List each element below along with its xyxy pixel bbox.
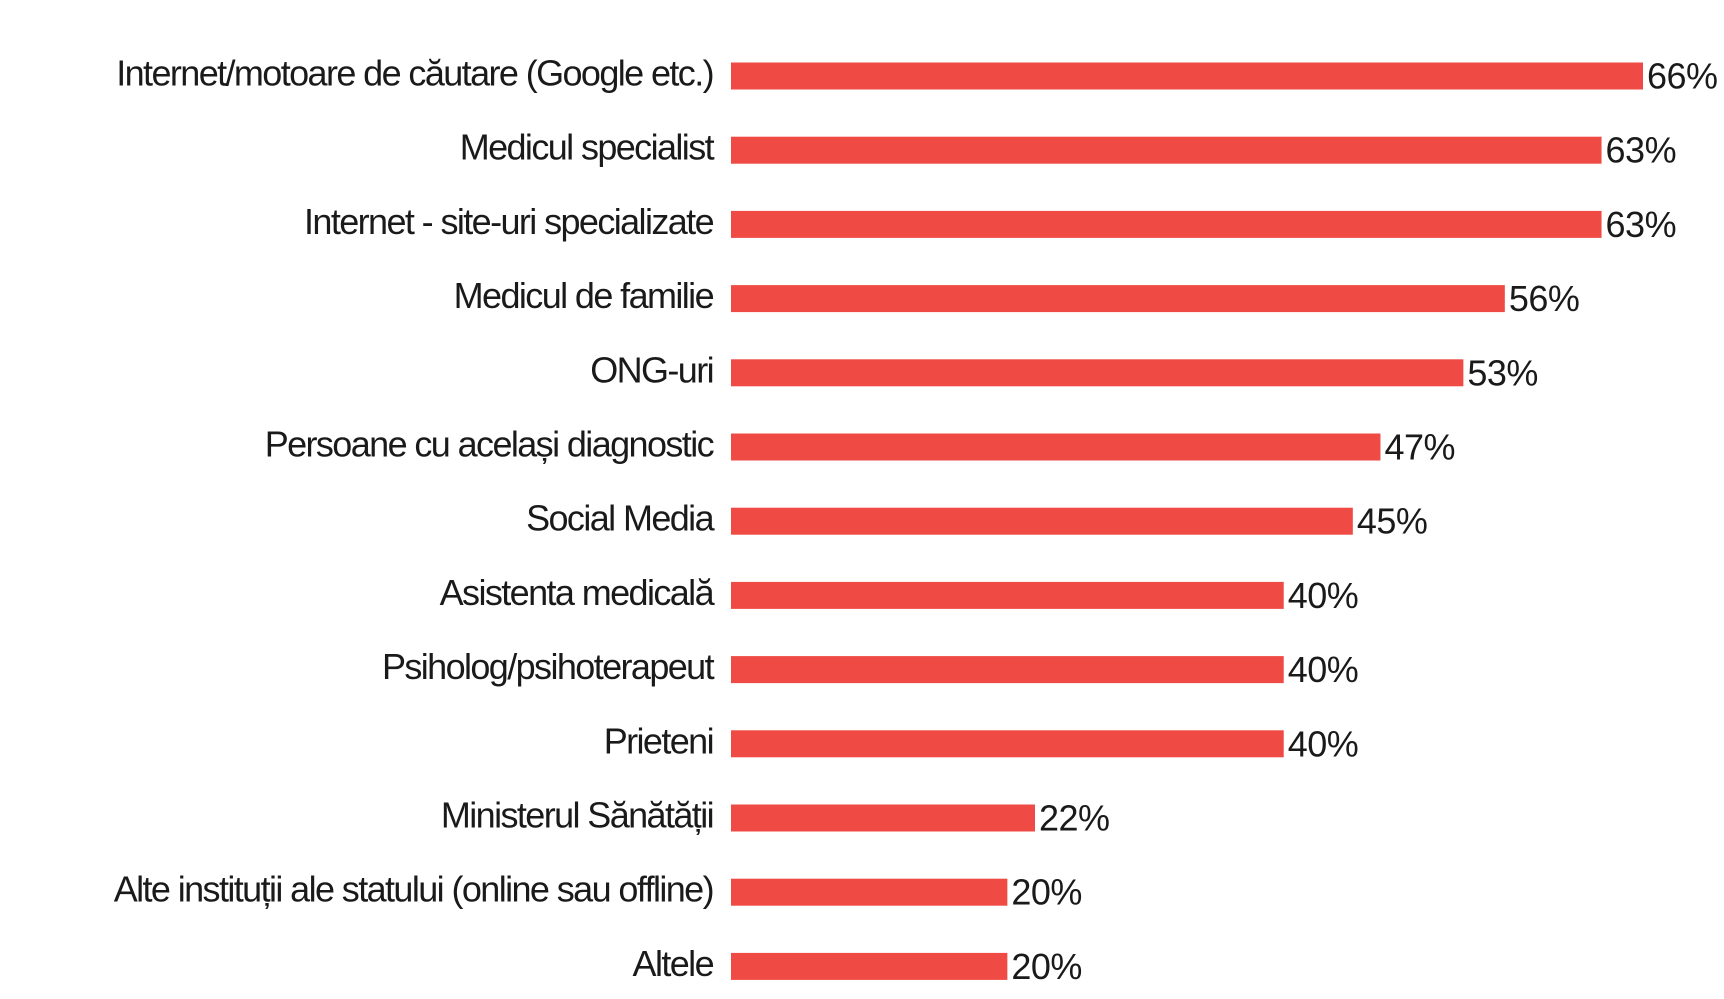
value-label: 45%: [1357, 501, 1428, 542]
value-label: 56%: [1509, 278, 1580, 319]
value-label: 66%: [1647, 56, 1718, 97]
category-label: Alte instituții ale statului (online sau…: [114, 869, 713, 910]
value-label: 63%: [1606, 130, 1677, 171]
category-label: Ministerul Sănătății: [441, 795, 713, 836]
category-label: Persoane cu același diagnostic: [265, 424, 715, 465]
bar: [731, 804, 1035, 832]
value-label: 47%: [1384, 427, 1455, 468]
category-label: Medicul specialist: [460, 127, 715, 168]
bar: [731, 581, 1284, 609]
value-label: 63%: [1606, 204, 1677, 245]
category-label: Asistenta medicală: [440, 572, 716, 613]
value-label: 53%: [1467, 352, 1538, 393]
value-label: 40%: [1288, 575, 1359, 616]
value-label: 20%: [1011, 872, 1082, 913]
bar: [731, 952, 1008, 980]
category-label: Social Media: [526, 498, 715, 539]
bar: [731, 878, 1008, 906]
bar: [731, 62, 1643, 90]
value-label: 20%: [1011, 946, 1082, 987]
bar: [731, 656, 1284, 684]
value-label: 40%: [1288, 723, 1359, 764]
bar: [731, 210, 1602, 238]
value-label: 22%: [1039, 798, 1110, 839]
value-label: 40%: [1288, 649, 1359, 690]
category-label: Psiholog/psihoterapeut: [382, 646, 715, 687]
category-label: Altele: [633, 943, 714, 984]
category-label: Internet/motoare de căutare (Google etc.…: [116, 53, 713, 94]
bar: [731, 285, 1505, 313]
category-label: Internet - site-uri specializate: [304, 201, 714, 242]
bar: [731, 507, 1353, 535]
category-label: Medicul de familie: [454, 275, 714, 316]
bar: [731, 730, 1284, 758]
category-label: ONG-uri: [590, 349, 713, 390]
category-label: Prieteni: [604, 720, 713, 761]
bar: [731, 359, 1464, 387]
bar: [731, 136, 1602, 164]
bar: [731, 433, 1381, 461]
